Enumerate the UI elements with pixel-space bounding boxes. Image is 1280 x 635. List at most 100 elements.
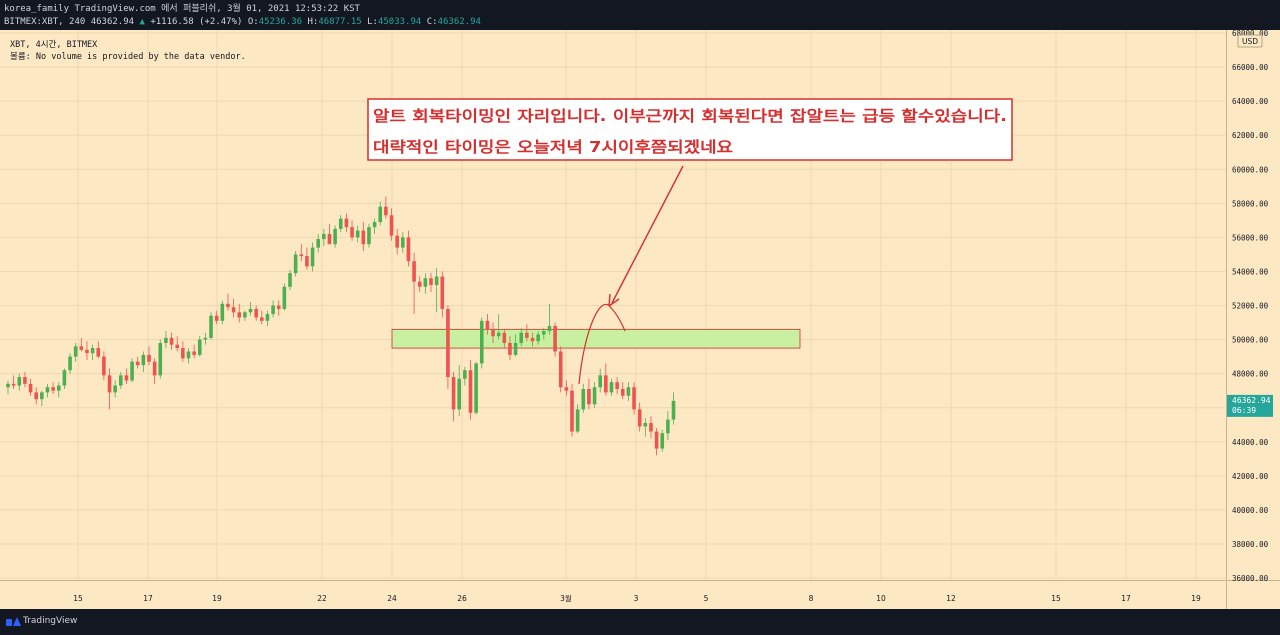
candle-body <box>214 315 219 321</box>
candle-body <box>643 423 648 427</box>
candle-body <box>333 228 337 245</box>
candle-body <box>570 390 574 432</box>
annotation-line-1: 알트 회복타이밍인 자리입니다. 이부근까지 회복된다면 잡알트는 급등 할수있… <box>373 107 1007 125</box>
y-tick-label: 48000.00 <box>1232 370 1269 379</box>
open-value: 45236.36 <box>258 17 303 27</box>
footer-bar: TradingView <box>0 609 1280 635</box>
candle-body <box>164 337 168 343</box>
candle-body <box>417 281 422 287</box>
candle-body <box>40 392 44 400</box>
candle-body <box>598 375 602 388</box>
low-value: 45033.94 <box>377 17 422 27</box>
candle-body <box>395 235 399 248</box>
candle-body <box>632 387 636 410</box>
high-value: 46877.15 <box>318 17 362 27</box>
candle-body <box>542 331 546 335</box>
candle-body <box>186 351 191 359</box>
close-value: 46362.94 <box>437 17 481 27</box>
candle-body <box>327 233 332 245</box>
y-tick-label: 66000.00 <box>1232 63 1269 72</box>
resistance-zone[interactable] <box>391 328 801 349</box>
x-tick-label: 3월 <box>560 593 572 603</box>
x-tick-label: 10 <box>876 594 886 603</box>
candle-body <box>367 227 371 245</box>
candle-body <box>288 273 292 287</box>
candle-body <box>434 276 439 286</box>
grid <box>0 30 1226 580</box>
candle-body <box>220 303 225 321</box>
candle-body <box>231 307 236 313</box>
y-tick-label: 52000.00 <box>1232 302 1269 311</box>
high-label: H: <box>307 17 319 27</box>
candle-body <box>496 332 501 337</box>
candle-body <box>282 286 287 309</box>
candle-body <box>575 409 580 432</box>
ohlc-line: BITMEX:XBT, 240 46362.94 ▲ +1116.58 (+2.… <box>4 15 481 29</box>
candle-body <box>51 387 55 391</box>
annotation-arrow[interactable] <box>611 165 684 304</box>
candle-body <box>169 337 174 345</box>
time-axis[interactable] <box>0 580 1280 609</box>
candle-body <box>119 375 123 386</box>
candle-body <box>197 339 202 355</box>
x-tick-label: 19 <box>1191 594 1201 603</box>
candle-body <box>56 385 61 391</box>
projection-curve[interactable] <box>578 303 626 385</box>
x-tick-label: 17 <box>1121 594 1131 603</box>
candle-body <box>90 348 95 354</box>
currency-box[interactable] <box>1237 34 1263 48</box>
candle-body <box>384 206 388 216</box>
last-price-label: 46362.94 <box>1232 396 1271 405</box>
brand-name: TradingView <box>23 616 78 626</box>
tradingview-logo[interactable]: TradingView <box>6 616 77 626</box>
candle-body <box>491 329 495 337</box>
candle-body <box>502 332 507 343</box>
annotation-box[interactable] <box>367 98 1013 161</box>
candle-body <box>581 388 586 410</box>
candle-body <box>45 387 50 393</box>
candle-body <box>265 314 270 321</box>
candle-body <box>446 308 450 378</box>
candle-body <box>468 370 473 413</box>
x-tick-label: 26 <box>457 594 467 603</box>
price-chart[interactable]: 36000.00 38000.00 40000.00 42000.00 44000.00… <box>0 0 1280 609</box>
candle-body <box>17 377 22 386</box>
candle-body <box>637 409 642 427</box>
candle-body <box>604 375 608 393</box>
y-tick-label: 68000.00 <box>1232 29 1269 38</box>
y-tick-label: 62000.00 <box>1232 131 1269 140</box>
x-tick-label: 17 <box>143 594 153 603</box>
candle-body <box>525 332 529 338</box>
x-tick-label: 15 <box>1051 594 1061 603</box>
candle-body <box>457 378 461 410</box>
candle-body <box>152 361 157 376</box>
y-tick-label: 60000.00 <box>1232 165 1269 174</box>
candle-body <box>463 370 467 379</box>
candle-body <box>338 218 343 229</box>
candle-body <box>175 344 179 349</box>
legend-line-2: 볼륨: No volume is provided by the data ve… <box>10 51 246 62</box>
y-tick-label: 64000.00 <box>1232 97 1269 106</box>
candle-body <box>23 377 27 384</box>
y-tick-label: 38000.00 <box>1232 540 1269 549</box>
y-tick-label: 58000.00 <box>1232 199 1269 208</box>
y-tick-label: 50000.00 <box>1232 336 1269 345</box>
tradingview-logo-icon <box>6 616 21 626</box>
currency-label: USD <box>1242 37 1258 46</box>
candle-body <box>299 254 304 257</box>
candle-body <box>671 400 676 420</box>
candle-body <box>28 383 33 393</box>
candle-body <box>254 308 258 318</box>
candle-body <box>6 383 10 388</box>
low-label: L: <box>367 17 378 27</box>
candle-body <box>564 387 569 391</box>
candle-body <box>203 337 208 340</box>
candle-body <box>141 354 146 366</box>
last-price-badge <box>1227 394 1273 417</box>
legend-line-1: XBT, 4시간, BITMEX <box>10 39 98 50</box>
candle-body <box>536 334 540 342</box>
candle-body <box>237 312 242 318</box>
price-axis[interactable] <box>1226 30 1280 580</box>
candle-body <box>158 342 163 376</box>
candle-body <box>547 325 552 332</box>
